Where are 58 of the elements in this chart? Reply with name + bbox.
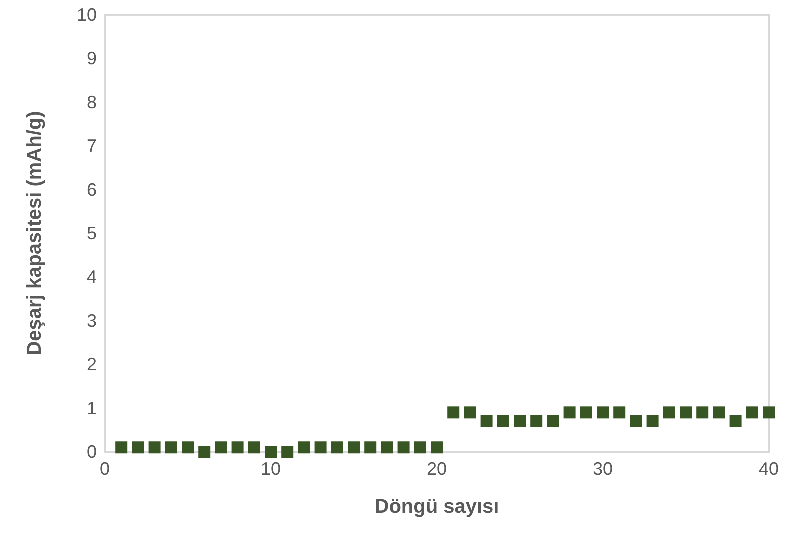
point — [248, 442, 260, 454]
point — [663, 406, 676, 419]
point — [464, 406, 476, 419]
point — [148, 442, 161, 454]
point — [614, 406, 626, 419]
point — [530, 415, 543, 428]
point — [696, 406, 709, 419]
x-tick-label: 20 — [426, 459, 448, 479]
point — [597, 406, 609, 419]
point — [646, 415, 659, 428]
x-tick-label: 0 — [100, 459, 110, 479]
y-tick-label: 10 — [76, 5, 97, 25]
point — [630, 415, 642, 428]
point — [431, 442, 443, 454]
point — [232, 442, 244, 454]
point — [398, 442, 410, 454]
point — [414, 442, 426, 454]
y-tick-label: 5 — [86, 224, 97, 244]
point — [547, 415, 560, 428]
point — [116, 442, 128, 454]
y-tick-label: 6 — [86, 180, 97, 200]
point — [763, 406, 775, 419]
point — [314, 442, 327, 454]
y-tick-label: 2 — [86, 354, 97, 375]
y-tick-label: 8 — [86, 92, 97, 112]
y-tick-label: 9 — [86, 48, 97, 69]
point — [514, 415, 526, 428]
x-tick-label: 40 — [758, 459, 780, 479]
point — [331, 442, 344, 454]
point — [298, 442, 310, 454]
point — [282, 446, 294, 458]
point — [132, 442, 144, 454]
y-tick-label: 7 — [86, 136, 97, 156]
x-tick-label: 10 — [260, 459, 282, 479]
point — [580, 406, 592, 419]
point — [564, 406, 576, 419]
point — [713, 406, 726, 419]
point — [348, 442, 360, 454]
point — [746, 406, 758, 419]
point — [182, 442, 194, 454]
y-tick-label: 0 — [86, 442, 97, 462]
x-axis-title: Döngü sayısı — [374, 496, 500, 518]
point — [165, 442, 178, 454]
point — [730, 415, 742, 428]
x-tick-label: 30 — [592, 459, 614, 479]
point — [448, 406, 460, 419]
point — [680, 406, 692, 419]
point — [381, 442, 394, 454]
y-tick-label: 1 — [86, 398, 97, 418]
point — [480, 415, 493, 428]
y-tick-label: 4 — [86, 267, 97, 288]
point — [215, 442, 228, 454]
point — [497, 415, 510, 428]
point — [265, 446, 277, 458]
point — [364, 442, 377, 454]
point — [198, 446, 211, 458]
y-tick-label: 3 — [86, 310, 97, 331]
y-axis-title: Deşarj kapasitesi (mAh/g) — [24, 111, 46, 356]
